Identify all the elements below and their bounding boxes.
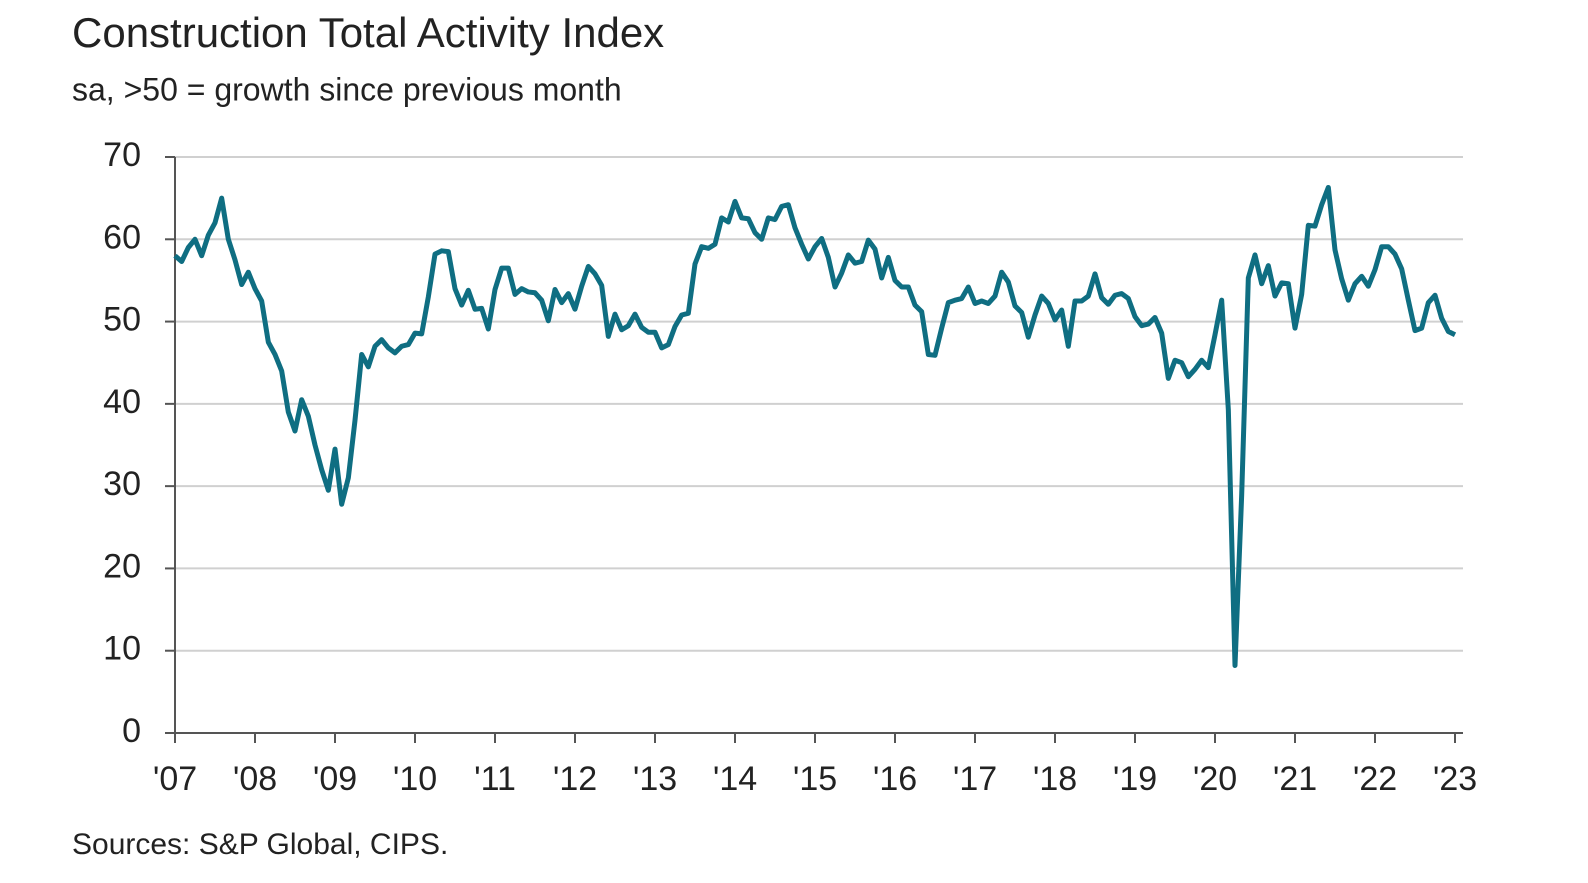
y-tick-label: 60: [103, 218, 141, 256]
x-tick-label: '09: [313, 760, 357, 798]
y-tick-label: 70: [103, 136, 141, 174]
x-tick-label: '11: [474, 760, 516, 798]
x-tick-label: '20: [1193, 760, 1237, 798]
x-tick-label: '12: [553, 760, 597, 798]
source-note: Sources: S&P Global, CIPS.: [72, 828, 448, 861]
y-tick-label: 20: [103, 547, 141, 585]
x-tick-label: '13: [633, 760, 677, 798]
x-tick-label: '15: [793, 760, 837, 798]
x-tick-label: '10: [393, 760, 437, 798]
x-tick-label: '22: [1353, 760, 1397, 798]
chart-title: Construction Total Activity Index: [72, 9, 664, 56]
x-tick-label: '21: [1273, 760, 1317, 798]
y-tick-label: 40: [103, 383, 141, 421]
x-tick-label: '07: [153, 760, 197, 798]
data-line: [173, 184, 1457, 669]
y-tick-label: 0: [122, 712, 141, 750]
chart-subtitle: sa, >50 = growth since previous month: [72, 71, 622, 107]
x-tick-label: '18: [1033, 760, 1077, 798]
x-tick-label: '14: [713, 760, 757, 798]
x-tick-label: '16: [873, 760, 917, 798]
x-tick-label: '17: [953, 760, 997, 798]
y-tick-label: 30: [103, 465, 141, 503]
y-tick-label: 50: [103, 301, 141, 339]
x-tick-label: '23: [1433, 760, 1477, 798]
x-tick-label: '19: [1113, 760, 1157, 798]
y-tick-label: 10: [103, 630, 141, 668]
x-tick-label: '08: [233, 760, 277, 798]
